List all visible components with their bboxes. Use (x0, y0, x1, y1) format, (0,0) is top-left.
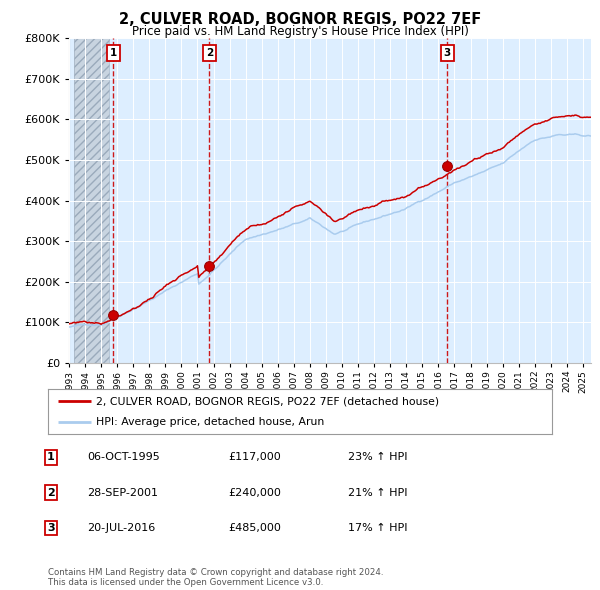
Bar (74, 38, 109, 363)
Text: 2, CULVER ROAD, BOGNOR REGIS, PO22 7EF (detached house): 2, CULVER ROAD, BOGNOR REGIS, PO22 7EF (… (96, 396, 439, 407)
Text: 21% ↑ HPI: 21% ↑ HPI (348, 488, 407, 497)
Text: Price paid vs. HM Land Registry's House Price Index (HPI): Price paid vs. HM Land Registry's House … (131, 25, 469, 38)
Text: 2, CULVER ROAD, BOGNOR REGIS, PO22 7EF: 2, CULVER ROAD, BOGNOR REGIS, PO22 7EF (119, 12, 481, 27)
Bar (74, 38, 109, 363)
Text: £117,000: £117,000 (228, 453, 281, 462)
Text: £485,000: £485,000 (228, 523, 281, 533)
Text: £240,000: £240,000 (228, 488, 281, 497)
Text: 28-SEP-2001: 28-SEP-2001 (87, 488, 158, 497)
Text: 17% ↑ HPI: 17% ↑ HPI (348, 523, 407, 533)
Text: 2: 2 (47, 488, 55, 497)
Text: 2: 2 (206, 48, 213, 58)
Text: 1: 1 (47, 453, 55, 462)
Text: 23% ↑ HPI: 23% ↑ HPI (348, 453, 407, 462)
Text: 1: 1 (110, 48, 117, 58)
Text: Contains HM Land Registry data © Crown copyright and database right 2024.
This d: Contains HM Land Registry data © Crown c… (48, 568, 383, 587)
Text: 20-JUL-2016: 20-JUL-2016 (87, 523, 155, 533)
Text: 06-OCT-1995: 06-OCT-1995 (87, 453, 160, 462)
Text: HPI: Average price, detached house, Arun: HPI: Average price, detached house, Arun (96, 417, 324, 427)
Text: 3: 3 (47, 523, 55, 533)
Text: 3: 3 (443, 48, 451, 58)
